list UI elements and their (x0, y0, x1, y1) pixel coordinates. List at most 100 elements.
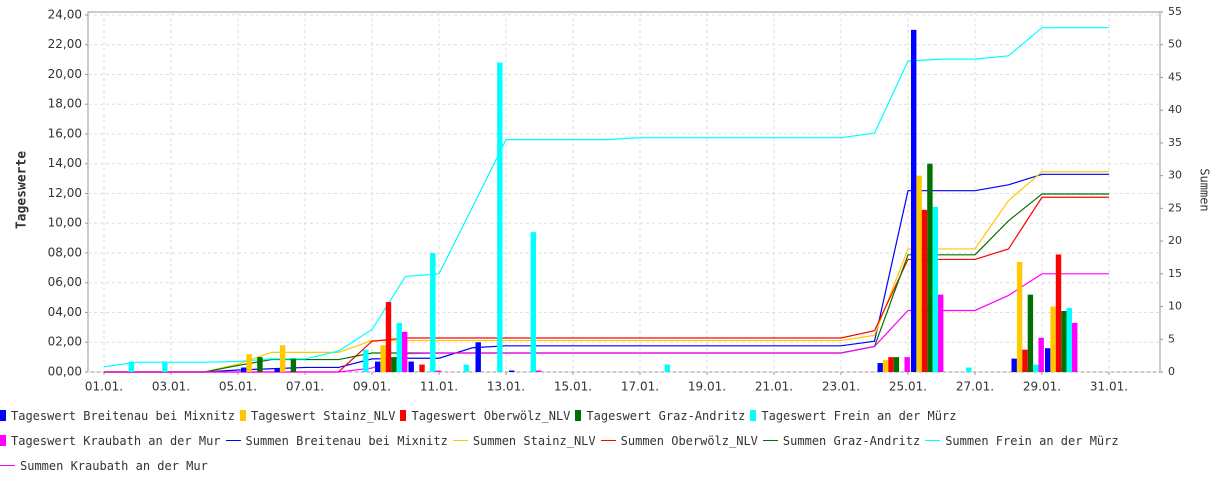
legend-item: Tageswert Breitenau bei Mixnitz (0, 403, 235, 428)
y-tick-label: 18,00 (48, 97, 82, 111)
legend-item: Tageswert Graz-Andritz (575, 403, 745, 428)
legend-item: Summen Stainz_NLV (452, 428, 596, 453)
bar (1055, 254, 1062, 372)
y2-tick-label: 25 (1168, 201, 1182, 214)
legend-swatch (762, 440, 778, 441)
y-tick-label: 20,00 (48, 67, 82, 81)
bar (904, 357, 910, 372)
bar (1033, 364, 1039, 372)
y2-tick-label: 0 (1168, 365, 1175, 378)
y-tick-label: 22,00 (48, 37, 82, 51)
legend-item: Tageswert Oberwölz_NLV (400, 403, 570, 428)
bar (536, 370, 542, 372)
y-tick-label: 14,00 (48, 156, 82, 170)
bar (1027, 294, 1034, 372)
line (103, 27, 1109, 368)
x-tick-label: 05.01. (219, 380, 257, 394)
y2-tick-label: 35 (1168, 136, 1182, 149)
bar (877, 363, 883, 372)
bar (1022, 349, 1028, 372)
bar (921, 209, 928, 372)
legend-label: Summen Breitenau bei Mixnitz (245, 433, 448, 448)
y-tick-label: 24,00 (48, 7, 82, 21)
legend-label: Tageswert Oberwölz_NLV (411, 408, 571, 423)
bar (882, 360, 889, 372)
x-tick-label: 21.01. (755, 380, 793, 394)
bar (664, 364, 670, 372)
bar (911, 29, 917, 373)
x-tick-label: 31.01. (1090, 380, 1128, 394)
bar (1066, 308, 1072, 372)
bar (385, 302, 392, 372)
legend-label: Summen Graz-Andritz (782, 433, 921, 448)
bar (435, 370, 441, 372)
bar (430, 252, 436, 372)
y2-tick-label: 5 (1168, 332, 1175, 345)
y-tick-label: 08,00 (48, 245, 82, 259)
y2-tick-label: 30 (1168, 169, 1182, 182)
legend-item: Summen Graz-Andritz (762, 428, 921, 453)
x-tick-label: 13.01. (487, 380, 525, 394)
legend-swatch (400, 410, 407, 421)
legend-swatch (0, 410, 6, 421)
bar (274, 369, 280, 372)
x-tick-label: 03.01. (152, 380, 190, 394)
y-axis-label: Tageswerte (15, 151, 30, 229)
bar (241, 367, 247, 372)
legend-item: Summen Frein an der Mürz (925, 428, 1119, 453)
y2-tick-label: 45 (1168, 70, 1182, 83)
bar (1061, 311, 1067, 372)
x-tick-label: 11.01. (420, 380, 458, 394)
bar (408, 361, 414, 372)
bar (530, 232, 536, 372)
legend-label: Summen Oberwölz_NLV (620, 433, 758, 448)
legend-label: Summen Stainz_NLV (472, 433, 596, 448)
bar (419, 364, 425, 372)
bar (257, 357, 263, 372)
y2-tick-label: 20 (1168, 234, 1182, 247)
bar (279, 345, 286, 372)
legend-label: Tageswert Graz-Andritz (586, 408, 746, 423)
bar (246, 354, 252, 372)
x-tick-label: 19.01. (688, 380, 726, 394)
bar (396, 322, 402, 372)
x-tick-label: 07.01. (286, 380, 324, 394)
y-tick-label: 16,00 (48, 126, 82, 140)
legend-swatch (575, 410, 582, 421)
bar (380, 345, 386, 372)
bar (375, 361, 381, 372)
x-tick-label: 25.01. (889, 380, 927, 394)
legend-label: Tageswert Breitenau bei Mixnitz (11, 408, 235, 423)
bar (162, 361, 168, 372)
legend-item: Summen Oberwölz_NLV (600, 428, 758, 453)
legend-label: Summen Frein an der Mürz (945, 433, 1119, 448)
y2-tick-label: 10 (1168, 300, 1182, 313)
bar (893, 357, 900, 372)
bar (128, 361, 134, 372)
line (104, 171, 1109, 373)
y-tick-label: 00,00 (48, 365, 82, 379)
bar (1038, 337, 1044, 372)
bar (938, 294, 944, 372)
legend-label: Tageswert Kraubath an der Mur (11, 433, 221, 448)
plot-area (87, 11, 1161, 373)
bar (463, 364, 469, 372)
bar (391, 357, 397, 372)
y-tick-label: 12,00 (48, 186, 82, 200)
legend-label: Tageswert Stainz_NLV (250, 408, 396, 423)
legend-swatch (600, 440, 616, 441)
legend-item: Summen Breitenau bei Mixnitz (225, 428, 448, 453)
x-tick-label: 23.01. (822, 380, 860, 394)
y-tick-label: 06,00 (48, 275, 82, 289)
bar (927, 163, 933, 372)
y-tick-label: 04,00 (48, 305, 82, 319)
bar (1011, 358, 1017, 372)
x-tick-label: 01.01. (85, 380, 123, 394)
legend-item: Tageswert Stainz_NLV (239, 403, 396, 428)
line (104, 173, 1109, 373)
legend-swatch (925, 440, 941, 441)
legend-swatch (0, 435, 6, 446)
y2-tick-label: 40 (1168, 103, 1182, 116)
legend-swatch (225, 440, 241, 441)
bar (1050, 306, 1056, 372)
